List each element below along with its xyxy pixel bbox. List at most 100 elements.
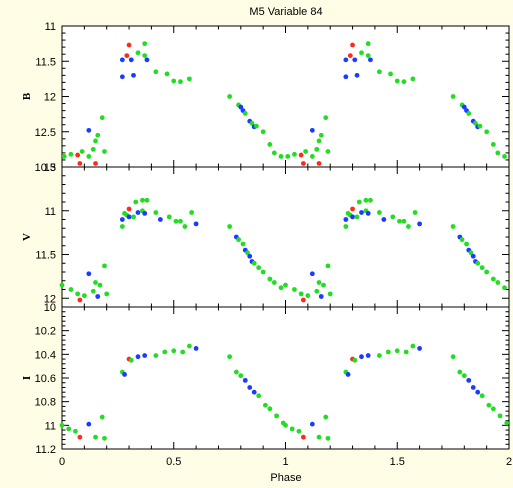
data-point-blue xyxy=(135,210,141,215)
data-point-green xyxy=(59,282,65,288)
data-point-green xyxy=(410,343,416,349)
data-point-green xyxy=(59,422,65,428)
data-point-green xyxy=(495,150,501,156)
data-point-green xyxy=(323,115,329,121)
data-point-green xyxy=(314,146,320,152)
data-point-green xyxy=(178,218,183,224)
data-point-green xyxy=(283,422,288,428)
data-point-green xyxy=(249,120,255,126)
data-point-blue xyxy=(157,217,163,222)
data-point-green xyxy=(68,151,74,157)
y-tick-label: 11 xyxy=(45,206,56,218)
data-point-green xyxy=(171,78,177,84)
data-point-red xyxy=(300,297,306,303)
data-point-green xyxy=(133,199,139,205)
data-point-green xyxy=(314,288,320,294)
data-point-blue xyxy=(193,221,199,227)
data-point-blue xyxy=(350,214,355,220)
data-point-green xyxy=(93,434,98,440)
data-point-green xyxy=(394,348,400,354)
data-point-green xyxy=(171,348,177,354)
data-point-green xyxy=(390,214,396,220)
data-point-green xyxy=(278,154,284,159)
data-point-green xyxy=(99,414,105,420)
data-point-green xyxy=(180,349,186,355)
data-point-green xyxy=(401,79,407,85)
data-point-green xyxy=(484,129,490,135)
data-point-green xyxy=(135,50,141,56)
data-point-green xyxy=(173,218,179,224)
data-point-green xyxy=(66,426,72,432)
data-point-blue xyxy=(238,104,244,110)
data-point-green xyxy=(309,154,315,159)
x-tick-label: 0.5 xyxy=(166,456,181,468)
data-point-green xyxy=(75,291,81,297)
data-point-green xyxy=(79,149,85,154)
data-point-green xyxy=(267,142,273,147)
y-tick-label: 10.2 xyxy=(35,326,56,338)
y-tick-label: 13 xyxy=(44,162,56,174)
data-point-green xyxy=(459,237,465,243)
data-point-green xyxy=(102,435,107,441)
data-point-blue xyxy=(142,210,148,216)
data-point-blue xyxy=(242,377,248,383)
panel-i: 10 10.2 10.4 10.6 10.8 11 11.2 I xyxy=(21,302,510,456)
data-point-blue xyxy=(359,354,364,360)
data-point-green xyxy=(182,224,188,229)
data-point-green xyxy=(227,354,233,360)
data-point-blue xyxy=(95,294,101,299)
data-point-blue xyxy=(131,72,136,78)
y-tick-label: 11.2 xyxy=(35,444,56,456)
data-point-blue xyxy=(343,217,349,222)
data-point-green xyxy=(97,282,103,288)
data-point-blue xyxy=(365,353,371,358)
data-point-red xyxy=(316,161,322,166)
data-point-red xyxy=(300,434,306,440)
data-point-green xyxy=(354,214,360,220)
data-point-green xyxy=(477,123,483,129)
data-point-green xyxy=(102,149,107,154)
data-point-green xyxy=(140,197,145,203)
data-point-green xyxy=(356,199,362,205)
data-point-blue xyxy=(352,57,358,63)
data-point-green xyxy=(271,280,277,285)
data-point-red xyxy=(126,206,132,212)
data-point-green xyxy=(90,288,96,294)
data-point-green xyxy=(81,293,87,299)
data-point-green xyxy=(99,115,105,121)
data-point-green xyxy=(240,241,246,247)
data-point-green xyxy=(406,224,411,229)
data-point-green xyxy=(245,250,250,256)
panels: 1111.51212.513B10.51111.512V1010.210.410… xyxy=(21,21,512,468)
data-point-green xyxy=(323,414,329,420)
data-point-green xyxy=(479,265,485,271)
data-point-blue xyxy=(128,57,134,63)
data-point-blue xyxy=(119,217,125,222)
x-tick-label: 2 xyxy=(506,456,512,468)
data-point-green xyxy=(376,353,382,358)
data-point-green xyxy=(86,154,92,159)
data-point-green xyxy=(450,94,456,99)
data-point-green xyxy=(316,138,322,144)
data-point-green xyxy=(343,224,349,229)
data-point-green xyxy=(363,197,369,203)
data-point-blue xyxy=(126,214,132,220)
data-point-green xyxy=(289,426,295,432)
data-point-blue xyxy=(122,372,127,377)
data-point-green xyxy=(262,402,268,408)
data-point-red xyxy=(350,206,355,212)
data-point-green xyxy=(490,276,496,282)
data-point-blue xyxy=(381,217,387,222)
data-point-green xyxy=(142,41,148,47)
data-point-green xyxy=(450,354,456,360)
data-point-red xyxy=(77,297,83,303)
data-point-blue xyxy=(470,253,476,259)
data-point-red xyxy=(75,152,81,158)
plot-frame xyxy=(61,25,510,168)
y-tick-label: 10.6 xyxy=(35,373,56,385)
data-point-green xyxy=(376,210,382,215)
data-point-red xyxy=(93,161,98,166)
data-point-blue xyxy=(86,127,92,133)
data-point-green xyxy=(495,280,501,285)
data-point-red xyxy=(124,53,130,59)
